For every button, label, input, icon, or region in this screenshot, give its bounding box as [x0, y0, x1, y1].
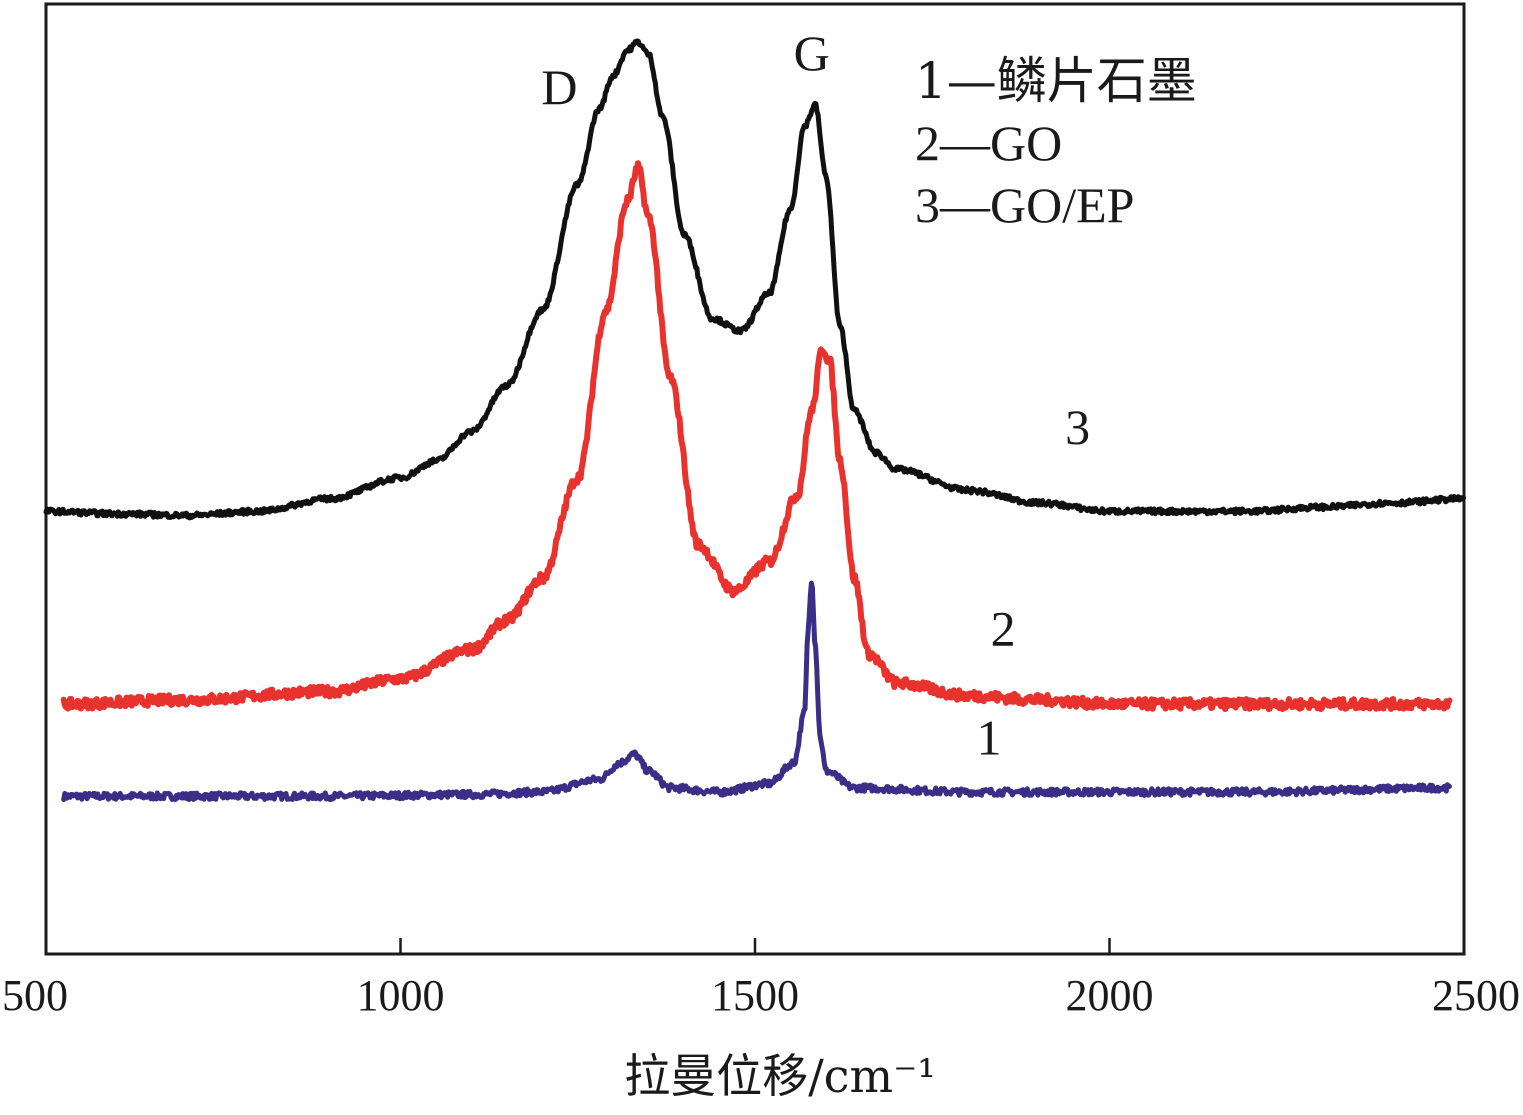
x-tick-label-2000: 2000 [1066, 971, 1154, 1020]
series-group [43, 38, 1467, 803]
peak-labels: DG [541, 25, 829, 115]
x-axis-title: 拉曼位移/cm⁻¹ [624, 1049, 936, 1103]
x-axis-ticks [399, 938, 1111, 954]
series-line-1 [61, 580, 1452, 803]
x-tick-label-1000: 1000 [357, 971, 445, 1020]
x-axis-tick-labels: 500 1000 1500 2000 2500 [2, 971, 1520, 1020]
series-label-3: 3 [1065, 399, 1090, 455]
x-tick-label-2500: 2500 [1432, 971, 1520, 1020]
series-label-1: 1 [976, 709, 1001, 765]
x-tick-label-500: 500 [2, 971, 68, 1020]
legend-entry-1: 1—鳞片石墨 [915, 52, 1197, 110]
series-line-2 [60, 160, 1453, 712]
legend-entry-3: 3—GO/EP [915, 177, 1134, 233]
series-labels: 1 2 3 [976, 399, 1090, 765]
legend-entry-2: 2—GO [915, 115, 1062, 171]
series-line-3 [43, 38, 1467, 521]
peak-label-D: D [541, 59, 577, 115]
peak-label-G: G [794, 25, 830, 81]
plot-frame [44, 2, 1466, 956]
series-label-2: 2 [991, 600, 1016, 656]
x-tick-label-1500: 1500 [711, 971, 799, 1020]
